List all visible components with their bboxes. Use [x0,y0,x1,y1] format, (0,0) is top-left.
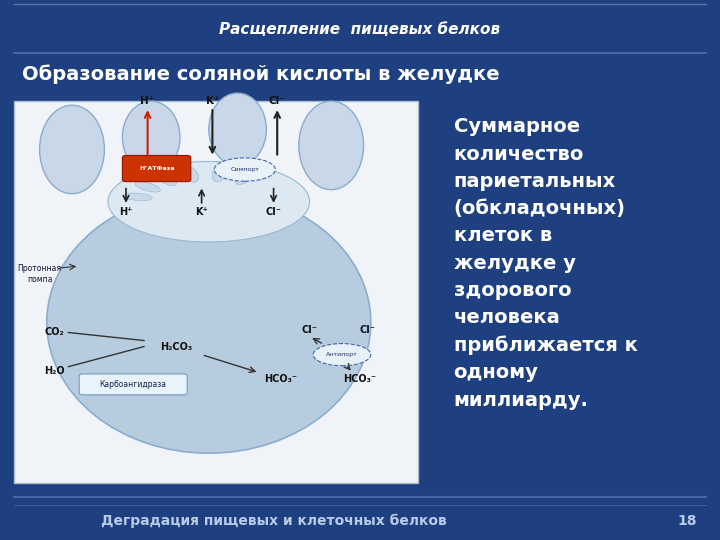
Text: HCO₃⁻: HCO₃⁻ [343,374,377,384]
Text: Cl⁻: Cl⁻ [266,207,282,217]
Text: Протонная
помпа: Протонная помпа [17,264,62,284]
Text: H₂CO₃: H₂CO₃ [161,342,192,352]
Text: Суммарное
количество
париетальных
(обкладочных)
клеток в
желудке у
здорового
чел: Суммарное количество париетальных (обкла… [454,117,637,410]
Ellipse shape [47,192,371,453]
Text: H⁺: H⁺ [120,207,132,217]
Text: CO₂: CO₂ [44,327,64,338]
Ellipse shape [299,101,364,190]
FancyBboxPatch shape [79,374,187,395]
Text: Cl⁻: Cl⁻ [269,96,286,106]
Ellipse shape [40,105,104,194]
Ellipse shape [135,181,161,192]
Text: K⁺: K⁺ [195,207,208,217]
Text: HCO₃⁻: HCO₃⁻ [264,374,297,384]
Ellipse shape [156,172,176,186]
Ellipse shape [212,166,225,182]
Text: H⁺: H⁺ [140,96,155,106]
Text: Н⁺АТФаза: Н⁺АТФаза [139,166,175,171]
Text: Расщепление  пищевых белков: Расщепление пищевых белков [220,22,500,37]
Text: Деградация пищевых и клеточных белков: Деградация пищевых и клеточных белков [101,514,446,528]
FancyBboxPatch shape [122,156,191,181]
Text: Симпорт: Симпорт [230,167,259,172]
Text: Образование соляной кислоты в желудке: Образование соляной кислоты в желудке [22,64,499,84]
Ellipse shape [124,193,152,201]
Ellipse shape [184,166,199,183]
Text: Cl⁻: Cl⁻ [359,326,375,335]
Text: Cl⁻: Cl⁻ [302,326,318,335]
Text: H₂O: H₂O [44,366,64,376]
Ellipse shape [122,101,180,173]
Text: 18: 18 [678,514,698,528]
FancyBboxPatch shape [14,101,418,483]
Ellipse shape [108,161,310,242]
Text: K⁺: K⁺ [206,96,219,106]
Ellipse shape [209,93,266,166]
Ellipse shape [313,343,371,366]
Text: Карбоангидраза: Карбоангидраза [99,380,167,389]
Text: Антипорт: Антипорт [326,352,358,357]
Ellipse shape [215,158,276,181]
Ellipse shape [235,170,254,185]
